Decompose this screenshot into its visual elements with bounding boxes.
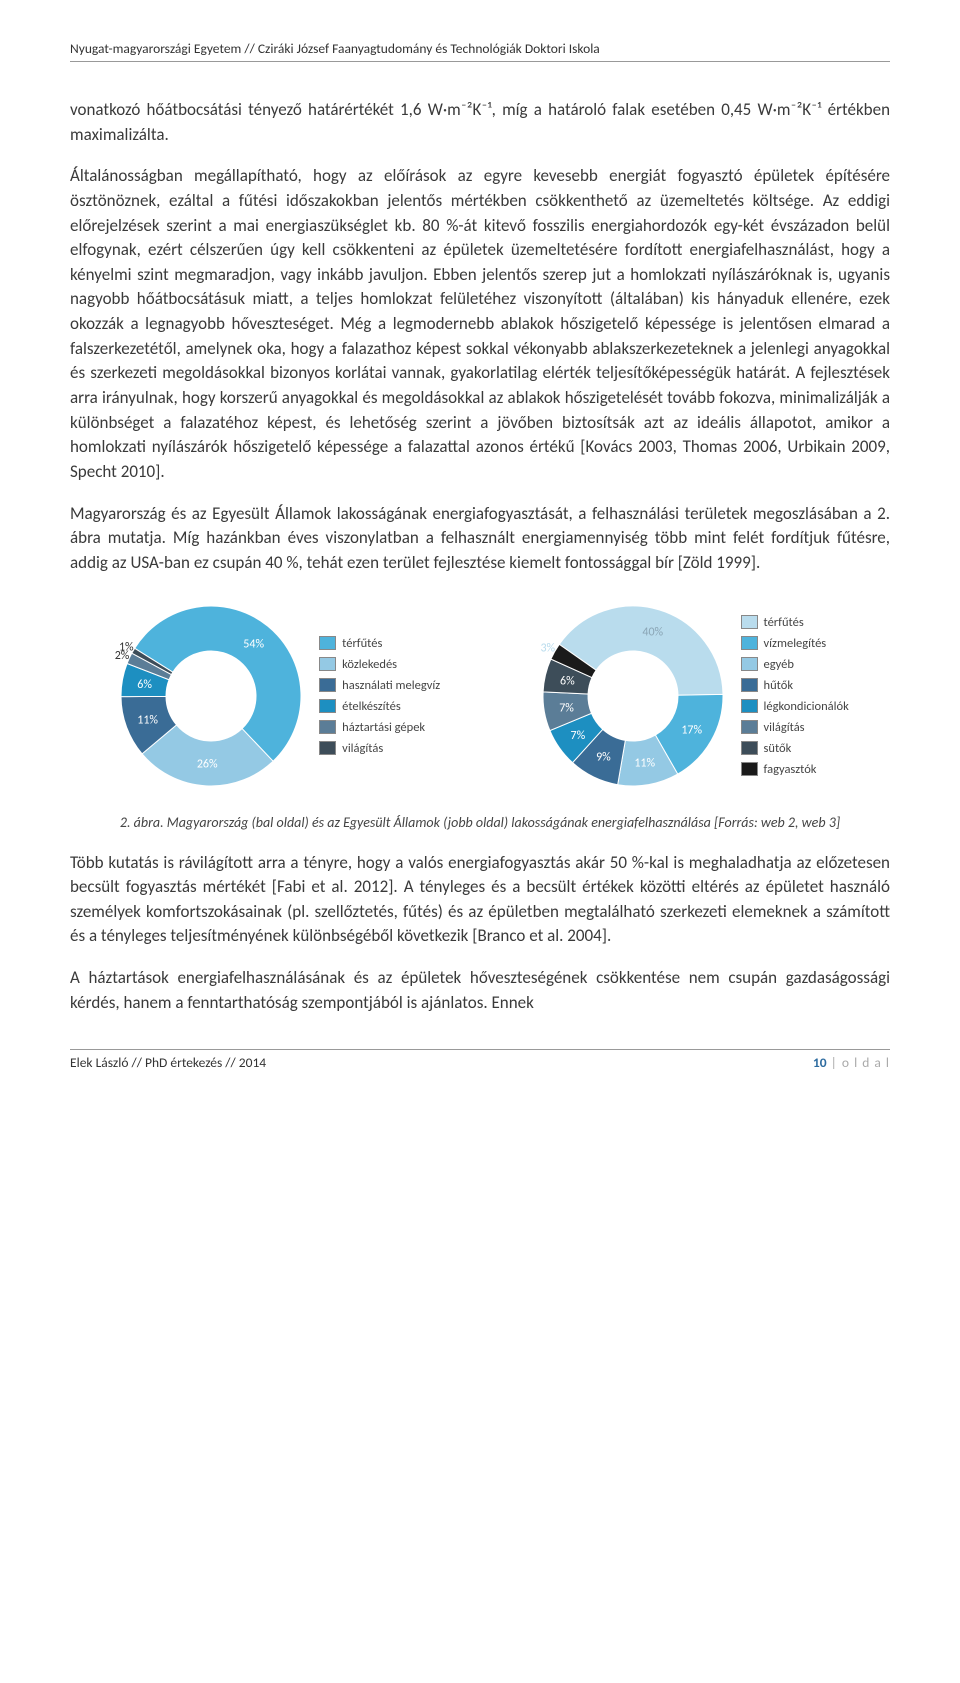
chart-right-block: 40% 17% 11% 9% 7% 7% 6% 3% térfűtés vízmelegítés… [533, 596, 849, 796]
legend-label: légkondicionálók [764, 699, 849, 714]
legend-label: világítás [764, 720, 805, 735]
legend-right: térfűtés vízmelegítés egyéb hűtők légkondici… [741, 615, 849, 777]
legend-swatch [319, 720, 336, 734]
legend-item: egyéb [741, 657, 849, 672]
legend-item: közlekedés [319, 657, 440, 672]
donut-slice-label: 9% [596, 750, 611, 764]
donut-slice-label: 7% [559, 701, 574, 715]
legend-label: fagyasztók [764, 762, 817, 777]
donut-slice-label: 54% [243, 637, 264, 651]
charts-row: 54%26%11%6%2%1% térfűtésközlekedéshaszná… [70, 596, 890, 796]
footer-page: 10 | o l d a l [813, 1054, 890, 1071]
legend-swatch [319, 741, 336, 755]
legend-label: közlekedés [342, 657, 397, 672]
page-header: Nyugat-magyarországi Egyetem // Cziráki … [70, 40, 890, 62]
paragraph-5: A háztartások energiafelhasználásának és… [70, 966, 890, 1015]
legend-item: térfűtés [319, 636, 440, 651]
donut-chart-right: 40% 17% 11% 9% 7% 7% 6% 3% [533, 596, 733, 796]
paragraph-3: Magyarország és az Egyesült Államok lako… [70, 502, 890, 576]
donut-slice-label: 11% [634, 756, 655, 770]
legend-label: világítás [342, 741, 383, 756]
legend-item: világítás [741, 720, 849, 735]
legend-swatch [741, 720, 758, 734]
legend-item: háztartási gépek [319, 720, 440, 735]
chart-left-block: 54%26%11%6%2%1% térfűtésközlekedéshaszná… [111, 596, 440, 796]
legend-left: térfűtés közlekedés használati melegvíz éte… [319, 636, 440, 756]
legend-item: fagyasztók [741, 762, 849, 777]
donut-slice-label: 6% [560, 674, 575, 688]
paragraph-2: Általánosságban megállapítható, hogy az … [70, 164, 890, 484]
page-footer: Elek László // PhD értekezés // 2014 10 … [70, 1049, 890, 1071]
legend-swatch [741, 657, 758, 671]
legend-item: sütők [741, 741, 849, 756]
legend-label: térfűtés [342, 636, 382, 651]
legend-swatch [319, 678, 336, 692]
figure-caption: 2. ábra. Magyarország (bal oldal) és az … [70, 814, 890, 831]
paragraph-4: Több kutatás is rávilágított arra a tény… [70, 851, 890, 950]
donut-chart-left: 54%26%11%6%2%1% [111, 596, 311, 796]
page-container: Nyugat-magyarországi Egyetem // Cziráki … [0, 0, 960, 1101]
legend-item: vízmelegítés [741, 636, 849, 651]
donut-slice-label: 26% [197, 757, 218, 771]
legend-label: sütők [764, 741, 792, 756]
donut-slice-label: 3% [540, 641, 555, 655]
legend-swatch [741, 699, 758, 713]
donut-slice-label: 40% [642, 625, 663, 639]
legend-swatch [319, 657, 336, 671]
donut-slice-label: 6% [137, 677, 152, 691]
legend-swatch [319, 699, 336, 713]
donut-slice-label: 1% [119, 640, 134, 654]
legend-item: légkondicionálók [741, 699, 849, 714]
paragraph-1: vonatkozó hőátbocsátási tényező határért… [70, 98, 890, 147]
legend-label: hűtők [764, 678, 793, 693]
legend-swatch [741, 636, 758, 650]
footer-page-number: 10 [813, 1054, 827, 1071]
legend-label: egyéb [764, 657, 794, 672]
legend-item: világítás [319, 741, 440, 756]
legend-swatch [741, 762, 758, 776]
donut-slice-label: 11% [137, 713, 158, 727]
legend-label: vízmelegítés [764, 636, 827, 651]
legend-item: térfűtés [741, 615, 849, 630]
legend-swatch [319, 636, 336, 650]
donut-slice-label: 7% [570, 728, 585, 742]
legend-swatch [741, 678, 758, 692]
legend-label: háztartási gépek [342, 720, 425, 735]
donut-slice-label: 17% [681, 723, 702, 737]
legend-swatch [741, 615, 758, 629]
footer-page-label: | o l d a l [827, 1054, 890, 1071]
legend-item: ételkészítés [319, 699, 440, 714]
footer-left: Elek László // PhD értekezés // 2014 [70, 1054, 266, 1071]
legend-swatch [741, 741, 758, 755]
legend-item: hűtők [741, 678, 849, 693]
legend-label: ételkészítés [342, 699, 401, 714]
legend-item: használati melegvíz [319, 678, 440, 693]
legend-label: használati melegvíz [342, 678, 440, 693]
legend-label: térfűtés [764, 615, 804, 630]
